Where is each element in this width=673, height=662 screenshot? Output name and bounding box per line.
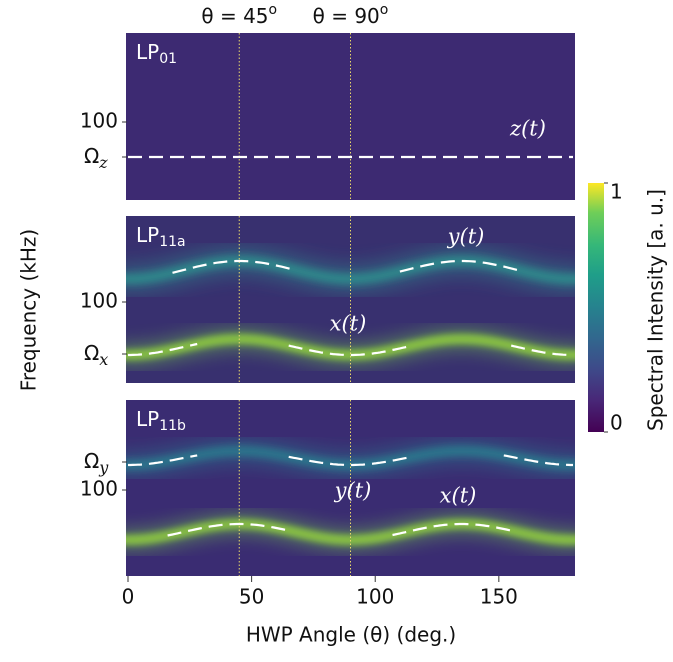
fit-curve [503,454,573,467]
colorbar-tick-label: 1 [610,180,623,204]
x-tick-label: 0 [122,585,135,609]
y-tick-label: 100 [80,477,118,501]
curve-annotation: z(t) [509,117,546,141]
omega-label: Ωx [84,341,108,369]
mode-sub: 11a [159,234,185,250]
colorbar-label: Spectral Intensity [a. u.] [644,189,668,431]
colorbar-tick-label: 0 [610,411,623,435]
fit-curve [172,259,297,274]
vline-label-sup: o [269,2,278,18]
omega-symbol: Ω [84,144,99,168]
fit-curve [510,344,573,357]
y-tick-label: 100 [80,289,118,313]
colorbar [588,183,604,432]
omega-symbol: Ω [84,449,99,473]
omega-symbol: Ω [84,341,99,365]
fit-curve [128,454,198,467]
panel-background [126,33,575,200]
mode-main: LP [136,407,159,431]
omega-sub: z [98,153,108,172]
vline-label-text: θ = 90 [313,4,380,28]
x-tick-label: 50 [239,585,264,609]
curve-annotation: y(t) [447,225,485,249]
y-axis-label: Frequency (kHz) [17,229,41,391]
vline-label-sup: o [380,2,389,18]
vline-label: θ = 90o [313,2,389,28]
curve-annotation: x(t) [330,312,367,336]
mode-label: LP01 [136,40,177,68]
curve-annotation: y(t) [334,479,372,503]
omega-sub: y [98,458,109,477]
y-tick-label: 100 [80,109,118,133]
omega-sub: x [99,350,108,369]
x-axis-label: HWP Angle (θ) (deg.) [246,623,456,647]
x-tick-label: 100 [356,585,394,609]
x-tick-label: 150 [480,585,518,609]
vline-label-text: θ = 45 [201,4,268,28]
mode-label: LP11a [136,223,186,251]
omega-label: Ωy [84,449,109,477]
curve-annotation: x(t) [440,484,477,508]
omega-label: Ωz [84,144,108,172]
mode-label: LP11b [136,407,186,435]
fit-curve [128,342,198,357]
mode-main: LP [136,40,159,64]
mode-sub: 11b [159,418,186,434]
vline-label: θ = 45o [201,2,277,28]
mode-main: LP [136,223,159,247]
mode-sub: 01 [159,51,177,67]
